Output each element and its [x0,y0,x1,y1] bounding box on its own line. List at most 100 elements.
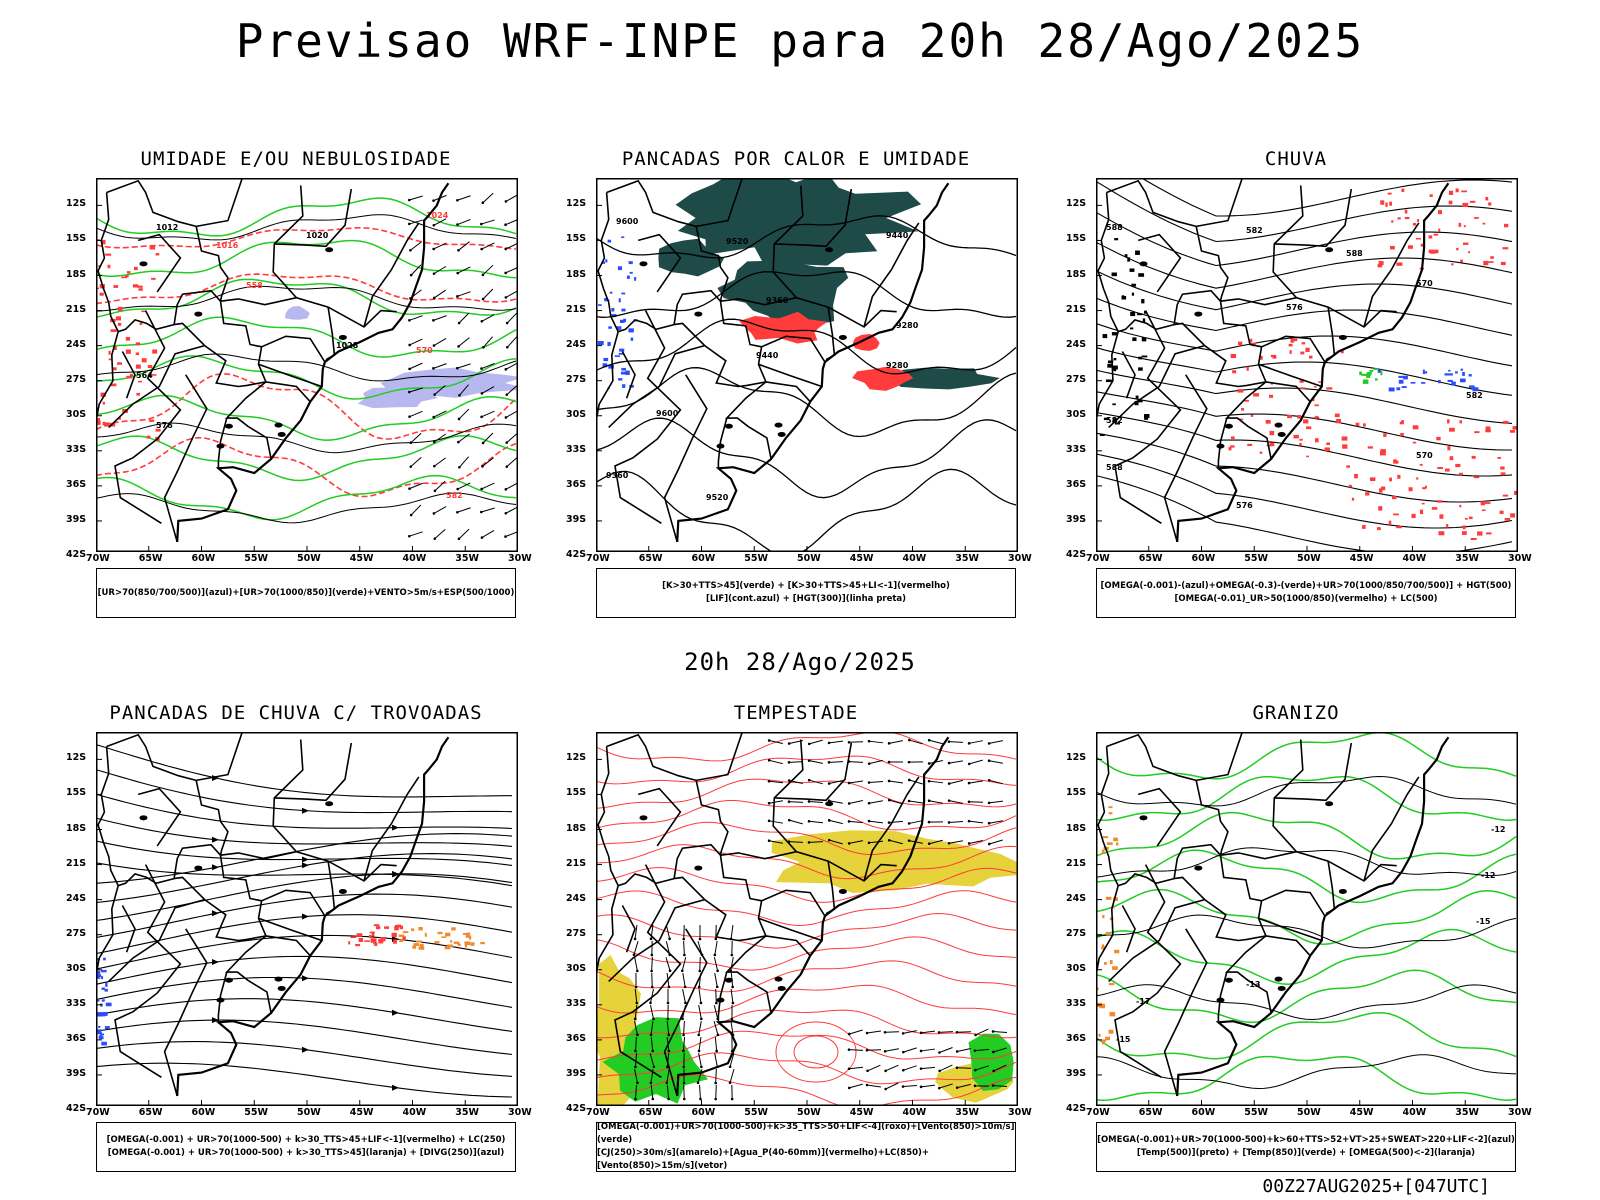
omega-area-blue [1422,369,1425,374]
wind850-vector [955,1030,959,1034]
divg-area-blue [105,982,108,987]
wind-vector [481,219,495,225]
wind-vector [504,247,507,251]
rain-area-red [1314,404,1319,407]
wind850-vector [649,1081,653,1085]
country-state-border [363,222,420,328]
lif-contour-blue [617,266,623,271]
rain-area-red [1388,520,1392,526]
wind-vector [505,482,518,490]
fields [96,743,513,1098]
y-tick-label: 15S [66,233,87,245]
wind850-vector [885,1082,899,1090]
wind850-vector [969,840,983,844]
contour-label: 9600 [616,217,639,226]
wind-vector [432,344,436,347]
y-tick-label: 24S [1066,892,1087,904]
rain-area-red [1421,502,1425,505]
wind850-vector [684,1001,687,1005]
storm-area-red [369,931,375,934]
rain-area-red [1246,366,1249,371]
rain-area-red [1297,414,1302,419]
y-tick-label: 30S [66,408,87,420]
contour-label: -15 [1476,917,1491,926]
wind850-vector [634,1052,638,1068]
rain-area-red [1387,192,1392,195]
wind850-vector [991,1030,995,1033]
rain-area-red [1259,451,1263,454]
rain-area-red [1411,513,1416,519]
lake-shape [274,976,283,982]
temp850-contour [1096,888,1517,946]
wind-vector [480,222,483,226]
y-tick-label: 36S [1066,478,1087,490]
wind850-vector [698,988,702,1004]
legend-line: [K>30+TTS>45](verde) + [K>30+TTS>45+LI<-… [662,581,950,591]
omega-area-blue [1451,381,1456,386]
rain-area-red [1244,399,1249,402]
contour-label: 1024 [426,211,449,220]
omega-area-blue [1444,373,1448,376]
country-state-border [97,746,175,887]
country-state-border [758,363,823,388]
storm-area-red [368,935,372,939]
wind850-vector [902,1068,905,1072]
rain-area-red [1416,477,1419,480]
wind850-vector [681,1017,684,1021]
divg-area-blue [98,1036,104,1040]
lake-shape [224,977,233,983]
wind-vector [432,247,435,251]
lc850-streamline [596,844,1017,880]
y-tick-label: 12S [566,752,587,764]
rain-area-red [1408,487,1413,492]
y-tick-label: 27S [566,927,587,939]
wind850-vector [867,801,871,805]
wind850-vector [919,1085,923,1089]
omega-area-blue [1455,371,1458,374]
rain-area-red [1485,426,1491,431]
omega500-area-orange [1108,983,1115,986]
wind850-vector [634,988,638,1004]
wind850-vector [787,779,791,782]
rain-area-red [1488,202,1492,206]
humidity-speckle [97,418,101,423]
wind850-vector [698,1053,702,1067]
lif-contour-blue [619,348,625,352]
rain-area-red [1369,477,1376,481]
rain-area-red [1480,501,1485,506]
streamline-arrowhead [212,910,219,917]
wind-vector [481,362,495,370]
wind850-vector [808,820,824,824]
rain-area-red [1486,532,1492,535]
wind850-vector [927,762,931,765]
country-state-border [696,732,744,782]
wind850-vector [649,1033,653,1037]
country-state-border [1137,787,1182,847]
y-tick-label: 30S [566,962,587,974]
wind-vector [457,218,471,226]
contour-label: 576 [156,421,173,430]
lake-shape [1338,334,1347,340]
y-tick-label: 18S [566,822,587,834]
wind850-vector [769,800,783,804]
wind-vector [482,192,494,204]
legend-line: [OMEGA(-0.001)-(azul)+OMEGA(-0.3)-(verde… [1100,581,1512,591]
wind850-vector [682,1036,686,1052]
wind-vector [504,416,508,419]
wind-vector [506,312,518,324]
omega500-area-orange [1098,1033,1101,1037]
country-state-border [1272,739,1304,853]
rain-area-red [1270,382,1274,385]
rain-area-red [1503,420,1509,424]
humidity-speckle [113,346,117,351]
wind850-vector [650,1036,654,1052]
omega-area-green [1374,378,1378,381]
y-tick-label: 39S [1066,1067,1087,1079]
country-state-border [96,331,119,477]
lake-shape [1274,976,1283,982]
rain-area-red [1407,245,1413,249]
wind850-vector [887,779,891,783]
contour-label: 570 [1416,451,1433,460]
wind850-vector [649,989,655,1003]
wind850-vector [683,1084,685,1100]
